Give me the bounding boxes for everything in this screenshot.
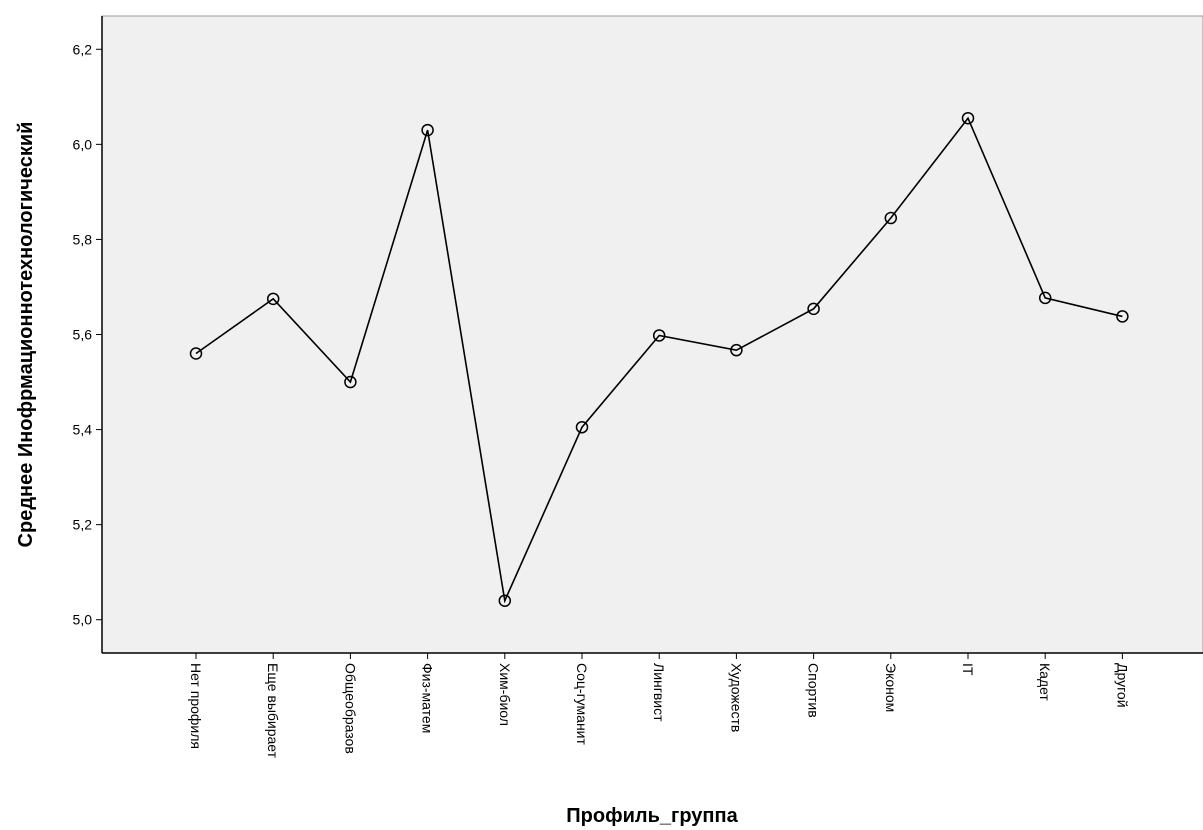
x-tick-label: Кадет [1037, 663, 1053, 701]
x-tick-label: Соц-гуманит [574, 663, 590, 745]
data-point [807, 302, 820, 316]
series-group [189, 111, 1129, 607]
x-tick-label: Общеобразов [342, 663, 358, 754]
plot-area [101, 15, 1203, 654]
data-point [421, 123, 434, 137]
x-tick-label: Эконом [883, 663, 899, 712]
data-point [1116, 310, 1129, 323]
data-point [575, 420, 589, 434]
y-tick-label: 6,0 [73, 136, 93, 152]
x-tick-label: Другой [1114, 663, 1130, 708]
data-point [961, 111, 975, 125]
y-tick-label: 5,0 [73, 612, 93, 628]
x-tick-label: Физ-матем [420, 663, 436, 733]
y-tick-label: 5,6 [73, 327, 93, 343]
y-tick-label: 5,2 [73, 517, 93, 533]
x-tick-label: Хим-биол [497, 663, 513, 726]
data-point [189, 347, 203, 360]
data-point [1038, 291, 1052, 305]
data-point [730, 343, 743, 357]
y-tick-label: 5,8 [73, 231, 93, 247]
x-axis-ticks: Нет профиля Еще выбирает Общеобразов Физ-ма… [188, 653, 1130, 759]
x-tick-label: Спортив [806, 663, 822, 718]
data-point [266, 292, 280, 306]
data-point [498, 594, 512, 607]
data-point [884, 211, 898, 225]
x-axis-title: Профиль_группа [566, 805, 738, 827]
y-axis-ticks: 5,0 5,2 5,4 5,6 5,8 6,0 6,2 [73, 41, 102, 628]
x-tick-label: Нет профиля [188, 663, 204, 749]
y-axis-title: Среднее Инофрмационнотехнологический [15, 122, 37, 548]
x-tick-label: IT [960, 663, 976, 676]
x-tick-label: Художеств [728, 663, 744, 732]
series-line [195, 116, 1123, 604]
x-tick-label: Еще выбирает [265, 663, 281, 759]
data-point [344, 375, 357, 389]
y-tick-label: 5,4 [73, 422, 93, 438]
x-tick-label: Лингвист [651, 663, 667, 722]
data-point [652, 329, 666, 342]
y-tick-label: 6,2 [73, 41, 93, 57]
